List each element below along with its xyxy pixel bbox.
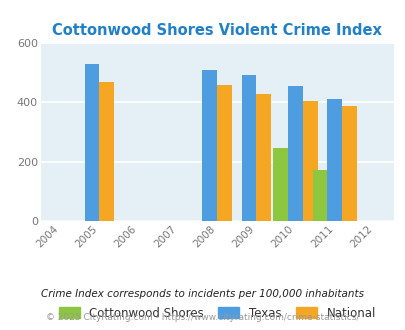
Text: © 2025 CityRating.com - https://www.cityrating.com/crime-statistics/: © 2025 CityRating.com - https://www.city…: [46, 313, 359, 322]
Bar: [84, 64, 99, 221]
Bar: [99, 82, 114, 221]
Bar: [256, 94, 271, 221]
Bar: [327, 99, 341, 221]
Bar: [273, 148, 288, 221]
Bar: [312, 170, 327, 221]
Text: Crime Index corresponds to incidents per 100,000 inhabitants: Crime Index corresponds to incidents per…: [41, 289, 364, 299]
Bar: [241, 75, 256, 221]
Bar: [217, 85, 232, 221]
Bar: [202, 70, 217, 221]
Legend: Cottonwood Shores, Texas, National: Cottonwood Shores, Texas, National: [54, 302, 379, 324]
Bar: [341, 106, 356, 221]
Bar: [303, 101, 317, 221]
Title: Cottonwood Shores Violent Crime Index: Cottonwood Shores Violent Crime Index: [52, 22, 381, 38]
Bar: [288, 86, 303, 221]
